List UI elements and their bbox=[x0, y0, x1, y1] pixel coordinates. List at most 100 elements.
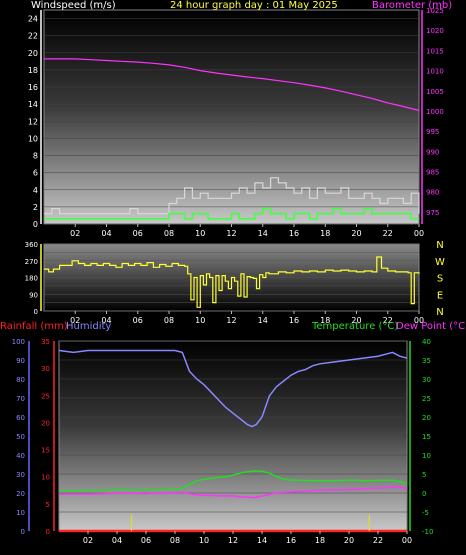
x-tick-label: 18 bbox=[320, 316, 330, 325]
panel3-rain-label: Rainfall (mm) bbox=[0, 321, 68, 332]
panel3-temperature-label: Temperature (°C) bbox=[311, 321, 398, 332]
y-left-tick-label: 22 bbox=[28, 32, 38, 41]
y-left-tick-label: 180 bbox=[25, 275, 38, 283]
temperature-tick-label: 5 bbox=[422, 471, 426, 479]
y-right-tick-label: 1020 bbox=[426, 27, 444, 35]
x-tick-label: 12 bbox=[226, 229, 236, 238]
x-tick-label: 16 bbox=[286, 536, 296, 545]
series-direction bbox=[44, 256, 420, 308]
y-left-tick-label: 2 bbox=[33, 203, 38, 212]
panel1-y-right-label: Barometer (mb) bbox=[372, 0, 452, 11]
x-tick-label: 00 bbox=[414, 316, 424, 325]
x-tick-label: 04 bbox=[112, 536, 122, 545]
x-tick-label: 22 bbox=[373, 536, 383, 545]
y-left-tick-label: 0 bbox=[34, 308, 38, 316]
humidity-tick-label: 40 bbox=[16, 452, 25, 460]
temperature-tick-label: 0 bbox=[422, 490, 426, 498]
x-tick-label: 18 bbox=[320, 229, 330, 238]
rain-tick-label: 35 bbox=[41, 338, 50, 346]
panel1-title: 24 hour graph day : 01 May 2025 bbox=[170, 0, 338, 11]
compass-label: W bbox=[435, 257, 445, 268]
x-tick-label: 06 bbox=[133, 229, 143, 238]
temperature-tick-label: -5 bbox=[422, 509, 429, 517]
x-tick-label: 02 bbox=[70, 229, 80, 238]
y-left-tick-label: 12 bbox=[28, 117, 38, 126]
humidity-tick-label: 60 bbox=[16, 414, 25, 422]
humidity-tick-label: 30 bbox=[16, 471, 25, 479]
x-tick-label: 12 bbox=[228, 536, 238, 545]
y-left-tick-label: 20 bbox=[28, 49, 38, 58]
humidity-tick-label: 80 bbox=[16, 376, 25, 384]
y-right-tick-label: 975 bbox=[426, 209, 439, 217]
humidity-tick-label: 90 bbox=[16, 357, 25, 365]
rain-tick-label: 0 bbox=[46, 528, 50, 536]
y-right-tick-label: 985 bbox=[426, 169, 439, 177]
y-left-tick-label: 270 bbox=[25, 258, 38, 266]
temperature-tick-label: -10 bbox=[422, 528, 433, 536]
temperature-tick-label: 10 bbox=[422, 452, 431, 460]
series-temperature bbox=[59, 470, 408, 492]
x-tick-label: 12 bbox=[226, 316, 236, 325]
y-right-tick-label: 1005 bbox=[426, 88, 444, 96]
y-right-tick-label: 995 bbox=[426, 128, 439, 136]
y-left-tick-label: 14 bbox=[28, 100, 38, 109]
x-tick-label: 22 bbox=[383, 316, 393, 325]
x-tick-label: 10 bbox=[195, 316, 205, 325]
series-windspeed bbox=[44, 207, 419, 220]
compass-label: N bbox=[436, 240, 443, 251]
panel1-y-left-label: Windspeed (m/s) bbox=[31, 0, 116, 11]
humidity-tick-label: 20 bbox=[16, 490, 25, 498]
x-tick-label: 08 bbox=[164, 229, 174, 238]
rain-tick-label: 25 bbox=[41, 392, 50, 400]
series-gust bbox=[44, 177, 420, 215]
x-tick-label: 14 bbox=[258, 316, 268, 325]
x-tick-label: 04 bbox=[101, 229, 111, 238]
x-tick-label: 00 bbox=[402, 536, 412, 545]
temperature-tick-label: 20 bbox=[422, 414, 431, 422]
rain-tick-label: 30 bbox=[41, 365, 50, 373]
humidity-tick-label: 70 bbox=[16, 395, 25, 403]
y-right-tick-label: 1000 bbox=[426, 108, 444, 116]
x-tick-label: 18 bbox=[315, 536, 325, 545]
y-left-tick-label: 360 bbox=[25, 241, 38, 249]
x-tick-label: 14 bbox=[258, 229, 268, 238]
humidity-tick-label: 50 bbox=[16, 433, 25, 441]
x-tick-label: 20 bbox=[351, 229, 361, 238]
compass-label: N bbox=[436, 307, 443, 318]
panel3-dewpoint-label: Dew Point (°C) bbox=[396, 321, 466, 332]
panel3-humidity-label: Humidity bbox=[66, 321, 111, 332]
temperature-tick-label: 30 bbox=[422, 376, 431, 384]
x-tick-label: 08 bbox=[164, 316, 174, 325]
series-barometer bbox=[44, 58, 420, 112]
y-left-tick-label: 18 bbox=[28, 66, 38, 75]
x-tick-label: 02 bbox=[83, 536, 93, 545]
series-dewpoint bbox=[59, 486, 408, 499]
compass-label: E bbox=[437, 290, 443, 301]
x-tick-label: 10 bbox=[195, 229, 205, 238]
y-right-tick-label: 1025 bbox=[426, 7, 444, 15]
temperature-tick-label: 15 bbox=[422, 433, 431, 441]
humidity-tick-label: 10 bbox=[16, 509, 25, 517]
compass-label: S bbox=[437, 274, 443, 285]
y-left-tick-label: 6 bbox=[33, 169, 38, 178]
temperature-tick-label: 35 bbox=[422, 357, 431, 365]
x-tick-label: 06 bbox=[133, 316, 143, 325]
series-humidity bbox=[58, 349, 408, 428]
y-left-tick-label: 24 bbox=[28, 15, 38, 24]
y-right-tick-label: 990 bbox=[426, 148, 439, 156]
y-left-tick-label: 10 bbox=[28, 134, 38, 143]
humidity-tick-label: 100 bbox=[12, 338, 25, 346]
y-left-tick-label: 8 bbox=[33, 152, 38, 161]
rain-tick-label: 20 bbox=[41, 419, 50, 427]
temperature-tick-label: 25 bbox=[422, 395, 431, 403]
x-tick-label: 16 bbox=[289, 229, 299, 238]
y-right-tick-label: 1010 bbox=[426, 68, 444, 76]
y-left-tick-label: 90 bbox=[29, 291, 38, 299]
x-tick-label: 20 bbox=[344, 536, 354, 545]
x-tick-label: 10 bbox=[199, 536, 209, 545]
temperature-tick-label: 40 bbox=[422, 338, 431, 346]
x-tick-label: 04 bbox=[101, 316, 111, 325]
